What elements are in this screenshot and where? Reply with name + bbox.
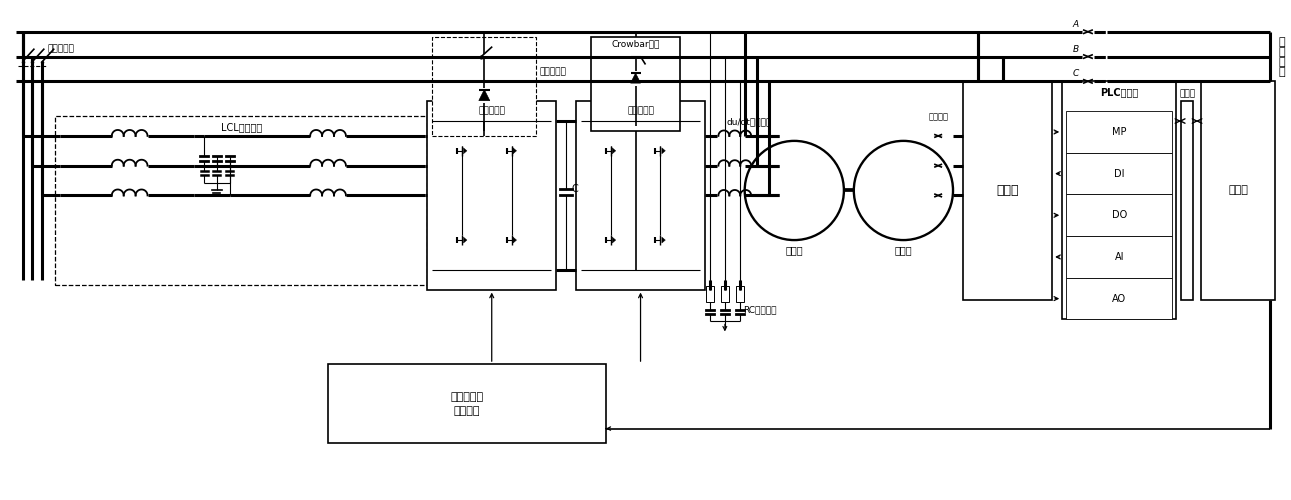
Polygon shape	[630, 73, 640, 83]
Bar	[1201, 82, 1276, 300]
Text: RC滤波电路: RC滤波电路	[742, 305, 776, 314]
Bar	[963, 82, 1052, 300]
Text: 网侧变流器: 网侧变流器	[478, 106, 505, 115]
Text: PLC控制器: PLC控制器	[1100, 88, 1139, 98]
Text: 发电机: 发电机	[785, 245, 803, 255]
Polygon shape	[463, 148, 467, 154]
Bar	[1066, 278, 1172, 320]
Text: DO: DO	[1112, 210, 1127, 220]
Bar	[427, 101, 556, 290]
Text: 励磁变流器
的控制器: 励磁变流器 的控制器	[451, 392, 484, 416]
Bar	[328, 364, 605, 444]
Text: Crowbar电路: Crowbar电路	[612, 40, 660, 48]
Text: A: A	[1073, 20, 1079, 29]
Text: 以太网: 以太网	[1179, 90, 1195, 98]
Polygon shape	[662, 148, 665, 154]
Bar	[706, 286, 714, 302]
Polygon shape	[612, 148, 616, 154]
Text: 变频器: 变频器	[997, 184, 1019, 197]
Bar	[1062, 82, 1176, 320]
Text: 交
流
电
网: 交 流 电 网	[1278, 36, 1285, 76]
Polygon shape	[612, 237, 616, 243]
Text: 网侧接触器: 网侧接触器	[48, 44, 74, 54]
Text: AO: AO	[1112, 294, 1126, 304]
Polygon shape	[513, 237, 516, 243]
Bar	[736, 286, 744, 302]
Bar	[1181, 101, 1193, 300]
Bar	[1066, 111, 1172, 153]
Bar	[1066, 194, 1172, 236]
Bar	[432, 36, 536, 136]
Text: MP: MP	[1112, 127, 1127, 137]
Bar	[576, 101, 705, 290]
Bar	[1066, 153, 1172, 194]
Text: B: B	[1073, 44, 1079, 54]
Text: C: C	[1073, 70, 1079, 78]
Polygon shape	[513, 148, 516, 154]
Polygon shape	[463, 237, 467, 243]
Text: 机侧变流器: 机侧变流器	[627, 106, 655, 115]
Text: 电动机: 电动机	[895, 245, 913, 255]
Text: DI: DI	[1114, 168, 1124, 178]
Text: 并网开关: 并网开关	[928, 112, 948, 121]
Text: 上位机: 上位机	[1228, 186, 1248, 196]
Bar	[56, 116, 427, 284]
Bar	[720, 286, 729, 302]
Polygon shape	[479, 90, 489, 101]
Text: C: C	[571, 184, 578, 194]
Bar	[1066, 236, 1172, 278]
Bar	[591, 36, 680, 131]
Text: du/dt滤波电路: du/dt滤波电路	[727, 117, 772, 126]
Text: 预充电电路: 预充电电路	[540, 67, 567, 76]
Text: AI: AI	[1114, 252, 1124, 262]
Text: LCL滤波电路: LCL滤波电路	[221, 122, 262, 132]
Polygon shape	[662, 237, 665, 243]
